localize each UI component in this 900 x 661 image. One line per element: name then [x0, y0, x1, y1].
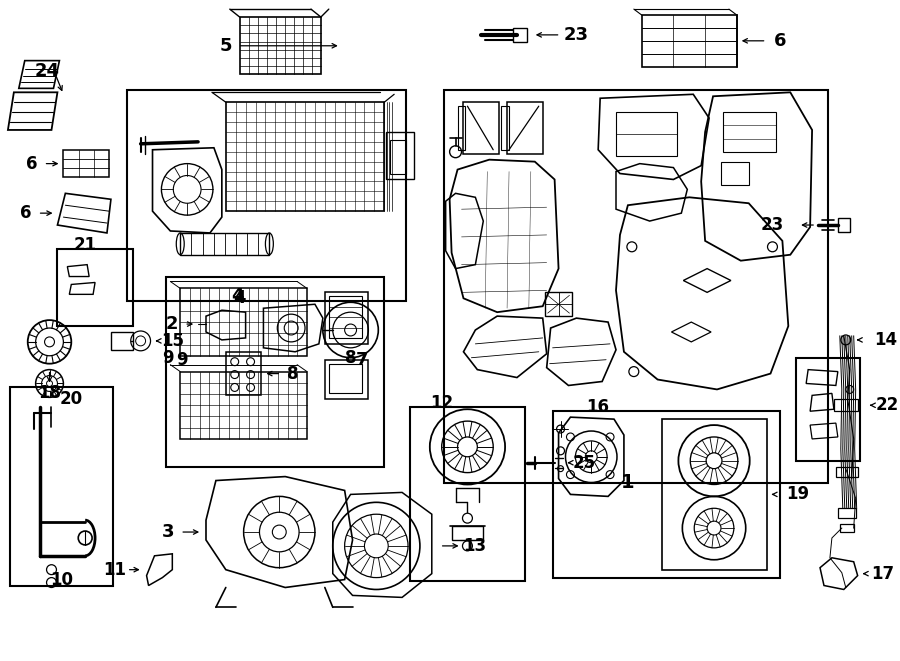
Bar [180, 233, 269, 254]
Text: 1: 1 [621, 473, 634, 492]
Text: 21: 21 [74, 236, 96, 254]
Bar [180, 288, 307, 356]
Bar [444, 91, 828, 483]
Bar [410, 407, 525, 580]
Bar [63, 150, 109, 178]
Bar [226, 102, 384, 211]
Text: 5: 5 [220, 37, 232, 55]
Bar [464, 102, 500, 154]
Bar [180, 371, 307, 439]
Bar [111, 332, 132, 350]
Text: 6: 6 [26, 155, 38, 173]
Bar [452, 526, 483, 540]
Bar [501, 106, 509, 150]
Bar [10, 387, 112, 586]
Bar [553, 411, 780, 578]
Text: 16: 16 [587, 399, 609, 416]
Bar [391, 140, 406, 174]
Bar [616, 112, 678, 156]
Text: 17: 17 [871, 564, 895, 582]
Bar [544, 292, 572, 316]
Bar [796, 358, 860, 461]
Bar [840, 524, 854, 532]
Text: 10: 10 [50, 570, 73, 588]
Text: 13: 13 [464, 537, 487, 555]
Text: 23: 23 [564, 26, 589, 44]
Bar [834, 399, 858, 411]
Text: 8: 8 [287, 365, 299, 383]
Bar [507, 102, 543, 154]
Bar [838, 218, 850, 232]
Text: 9: 9 [163, 349, 175, 367]
Bar [166, 276, 384, 467]
Text: 18: 18 [38, 385, 61, 403]
Bar [457, 106, 465, 150]
Bar [838, 508, 856, 518]
Bar [325, 292, 368, 344]
Bar [721, 162, 749, 186]
Text: 3: 3 [162, 523, 175, 541]
Bar [127, 91, 406, 301]
Text: 4: 4 [233, 290, 246, 307]
Text: 12: 12 [430, 395, 454, 412]
Bar [239, 17, 321, 75]
Text: 24: 24 [35, 61, 60, 79]
Text: 19: 19 [787, 485, 809, 504]
Text: 22: 22 [876, 397, 899, 414]
Text: 2: 2 [166, 315, 178, 333]
Text: 11: 11 [104, 561, 126, 578]
Text: 14: 14 [875, 331, 897, 349]
Bar [386, 132, 414, 180]
Bar [226, 352, 262, 395]
Text: 6: 6 [20, 204, 32, 222]
Text: 4: 4 [231, 288, 244, 305]
Bar [325, 360, 368, 399]
Text: 6: 6 [774, 32, 787, 50]
Bar [662, 419, 767, 570]
Bar [836, 467, 858, 477]
Text: 23: 23 [761, 216, 785, 234]
Bar [58, 249, 132, 326]
Text: 9: 9 [176, 351, 188, 369]
Text: 25: 25 [572, 453, 596, 472]
Text: 8: 8 [345, 349, 356, 367]
Bar [723, 112, 777, 152]
Bar [328, 296, 363, 338]
Text: 20: 20 [59, 391, 83, 408]
Bar [642, 15, 737, 67]
Text: 15: 15 [161, 332, 184, 350]
Bar [513, 28, 526, 42]
Bar [328, 364, 363, 393]
Text: 7: 7 [356, 351, 369, 369]
